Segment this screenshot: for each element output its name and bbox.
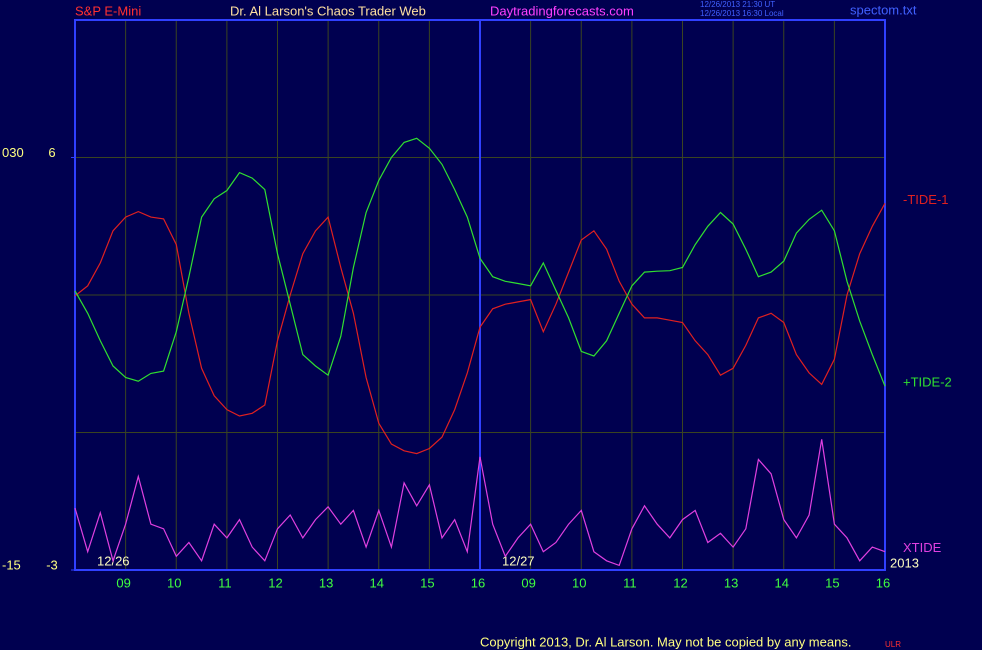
date-label: 2013 (890, 555, 919, 570)
x-tick-label: 15 (420, 575, 434, 590)
x-tick-label: 11 (623, 575, 637, 590)
x-tick-label: 15 (825, 575, 839, 590)
symbol: S&P E-Mini (75, 3, 141, 18)
x-tick-label: 10 (572, 575, 586, 590)
plot-frame (74, 19, 886, 571)
x-tick-label: 14 (370, 575, 384, 590)
x-tick-label: 09 (521, 575, 535, 590)
x-tick-label: 12 (673, 575, 687, 590)
y2-tick-label: -15 (2, 557, 21, 572)
date-label: 12/27 (502, 553, 535, 568)
x-tick-label: 11 (218, 575, 232, 590)
stamp-local: 12/26/2013 16:30 Local (700, 9, 784, 18)
x-tick-label: 12 (268, 575, 282, 590)
series-line (74, 203, 886, 455)
x-tick-label: 16 (471, 575, 485, 590)
x-tick-label: 13 (724, 575, 738, 590)
copyright: Copyright 2013, Dr. Al Larson. May not b… (480, 634, 851, 649)
y-tick-label: 6 (48, 145, 55, 160)
y2-tick-label: 030 (2, 145, 24, 160)
site-title: Dr. Al Larson's Chaos Trader Web (230, 3, 426, 18)
site-url: Daytradingforecasts.com (490, 3, 634, 18)
x-tick-label: 13 (319, 575, 333, 590)
file-name: spectom.txt (850, 2, 917, 17)
legend-label: XTIDE (903, 540, 942, 555)
stamp-ut: 12/26/2013 21:30 UT (700, 0, 775, 9)
x-tick-label: 10 (167, 575, 181, 590)
x-tick-label: 14 (775, 575, 789, 590)
y-tick-label: -3 (46, 557, 58, 572)
legend-label: -TIDE-1 (903, 192, 949, 207)
x-tick-label: 16 (876, 575, 890, 590)
series-line (74, 439, 886, 567)
x-tick-label: 09 (116, 575, 130, 590)
series-line (74, 137, 886, 387)
legend-label: +TIDE-2 (903, 375, 952, 390)
mark: ULR (885, 640, 901, 649)
